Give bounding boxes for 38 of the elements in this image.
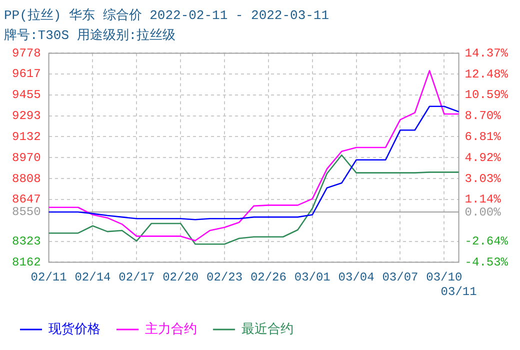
x-tick-label: 02/26 xyxy=(250,270,286,285)
y2-tick-label: 0.00% xyxy=(464,205,502,220)
chart-subtitle: 牌号:T30S 用途级别:拉丝级 xyxy=(4,28,176,43)
legend-label: 主力合约 xyxy=(145,320,197,337)
y-tick-label: 9132 xyxy=(12,130,41,144)
y-tick-label: 8323 xyxy=(12,234,41,249)
x-tick-label: 02/14 xyxy=(74,270,111,285)
y-tick-label: 8162 xyxy=(12,255,41,270)
x-tick-label: 03/04 xyxy=(338,270,374,285)
x-tick-label: 02/23 xyxy=(206,270,243,285)
x-tick-label: 02/20 xyxy=(162,270,199,285)
legend-label: 现货价格 xyxy=(48,322,100,337)
y-tick-label: 9293 xyxy=(12,109,41,124)
x-tick-label: 03/01 xyxy=(294,270,330,285)
y2-tick-label: 14.37% xyxy=(464,46,509,60)
x-tick-label: 02/11 xyxy=(30,270,67,285)
y-tick-label: 8808 xyxy=(12,172,41,186)
y2-tick-label: 4.92% xyxy=(464,150,502,165)
legend-label: 最近合约 xyxy=(242,322,294,337)
x-tick-label: 03/10 xyxy=(426,270,462,285)
y-tick-label: 8970 xyxy=(12,150,41,165)
y-tick-label: 9455 xyxy=(12,88,41,102)
y2-tick-label: 8.70% xyxy=(464,109,502,124)
y2-tick-label: 12.48% xyxy=(464,67,509,82)
x-tick-label: 03/07 xyxy=(382,270,418,285)
y-tick-label: 9617 xyxy=(12,67,41,82)
x-tick-label: 03/11 xyxy=(440,284,477,299)
y-tick-label: 8647 xyxy=(12,192,41,207)
x-tick-label: 02/17 xyxy=(118,270,155,285)
y2-tick-label: 3.03% xyxy=(464,172,502,186)
y2-tick-label: 6.81% xyxy=(464,130,502,144)
y-tick-label: 9778 xyxy=(12,46,41,60)
chart-title: PP(拉丝) 华东 综合价 2022-02-11 - 2022-03-11 xyxy=(4,8,330,24)
y2-tick-label: 10.59% xyxy=(464,88,509,102)
y2-tick-label: -2.64% xyxy=(464,234,509,248)
y2-tick-label: -4.53% xyxy=(464,255,509,270)
y2-tick-label: 1.14% xyxy=(464,192,502,207)
y-tick-label: 8550 xyxy=(12,205,41,220)
